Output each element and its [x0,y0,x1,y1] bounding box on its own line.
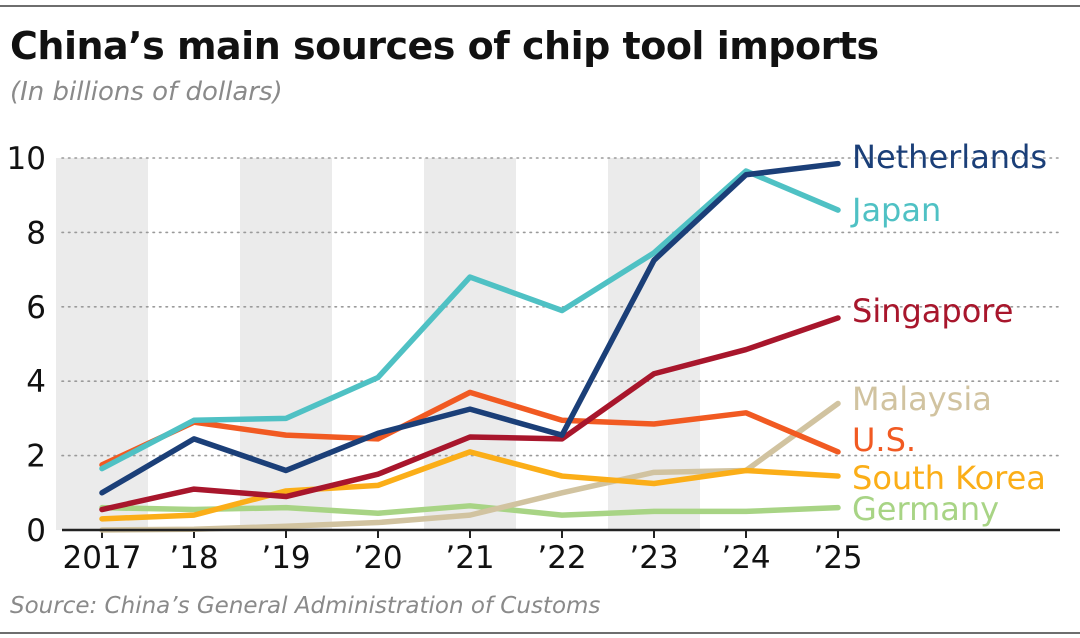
x-tick-label: ’21 [445,540,494,576]
top-rule [0,5,1080,7]
series-line-malaysia [99,400,841,533]
chart-subtitle: (In billions of dollars) [10,77,283,107]
gridlines [61,157,1061,457]
chart-title: China’s main sources of chip tool import… [10,24,879,68]
x-tick-label: ’19 [261,540,310,576]
x-tick-label: ’25 [813,540,862,576]
shaded-band-4 [424,158,516,530]
x-tick-label: ’18 [169,540,218,576]
y-tick-label: 6 [26,290,46,326]
x-tick-label: ’20 [353,540,402,576]
x-axis-ticks: 2017 ’18 ’19 ’20 ’21 ’22 ’23 ’24 ’25 [63,530,863,576]
series-label-u-s: U.S. [852,421,916,459]
y-tick-label: 4 [26,364,46,400]
y-tick-label: 8 [26,215,46,251]
series-line-singapore [99,315,841,513]
y-tick-label: 2 [26,439,46,475]
y-tick-label: 0 [26,513,46,549]
series-label-malaysia: Malaysia [852,380,992,418]
series-line-u-s [99,389,841,468]
y-axis-ticks: 0 2 4 6 8 10 [7,141,46,549]
series-line-netherlands [99,160,841,496]
shaded-band-6 [608,158,700,530]
x-tick-label: ’22 [537,540,586,576]
series-line-japan [99,168,841,472]
x-tick-label: ’23 [629,540,678,576]
series-label-japan: Japan [850,191,941,229]
source-note: Source: China’s General Administration o… [10,593,601,619]
bottom-rule [0,632,1080,634]
shaded-band-2 [240,158,332,530]
x-tick-label: 2017 [63,540,142,576]
series-lines [99,160,841,533]
series-label-south-korea: South Korea [852,459,1046,497]
series-label-singapore: Singapore [852,292,1013,330]
x-tick-label: ’24 [721,540,770,576]
series-label-netherlands: Netherlands [852,138,1047,176]
series-label-germany: Germany [852,490,999,528]
y-tick-label: 10 [7,141,46,177]
series-line-south-korea [99,449,841,522]
